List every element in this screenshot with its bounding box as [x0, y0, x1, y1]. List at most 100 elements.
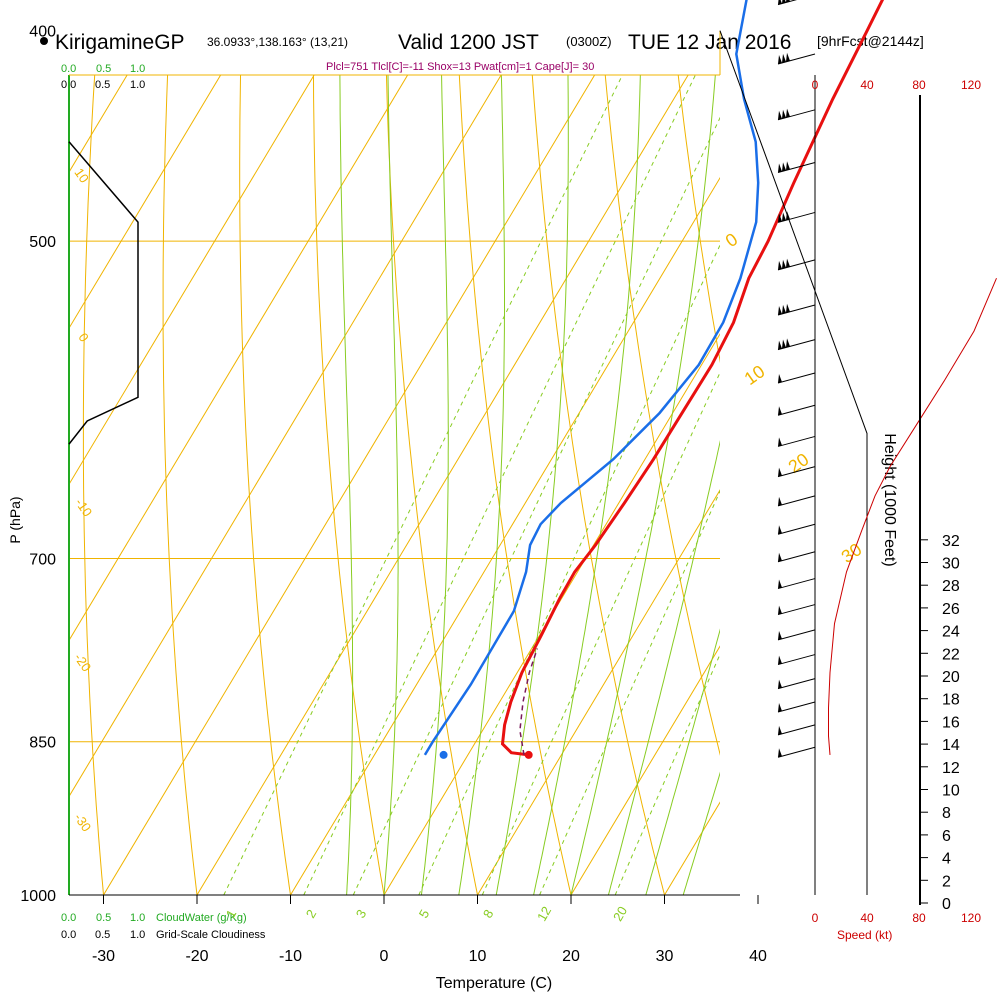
pressure-tick-label: 400 [29, 24, 56, 41]
wind-barb-pennant [786, 52, 790, 62]
wind-barb [777, 678, 816, 690]
dry-adiabat-label: 10 [71, 165, 92, 185]
wind-barb-pennant [778, 496, 782, 506]
mixing-ratio-line [223, 75, 623, 895]
moist-adiabat-line [533, 75, 641, 895]
background-grid [0, 0, 1000, 895]
moist-adiabat-line [607, 439, 720, 895]
dry-adiabat-line [82, 75, 104, 895]
mixing-ratio-line [303, 75, 696, 895]
speed-tick-label-bottom: 0 [812, 911, 819, 925]
dry-adiabat-line [835, 0, 1000, 895]
isotherm-line [69, 75, 315, 486]
moist-adiabat-label: 30 [838, 539, 866, 567]
isotherm-line [383, 333, 720, 895]
temperature-tick-label: -10 [279, 948, 302, 965]
dry-adiabat-label: -30 [71, 810, 94, 834]
valid-date: TUE 12 Jan 2016 [628, 31, 791, 54]
wind-barb-pennant [778, 467, 782, 477]
height-tick-label: 26 [942, 601, 960, 618]
moist-adiabat-label: 0 [722, 229, 742, 251]
mixing-ratio-label: 12 [534, 904, 554, 924]
mixing-ratio-line [539, 490, 720, 895]
temperature-tick-label: 20 [562, 948, 580, 965]
wind-barb-pennant [782, 109, 786, 119]
speed-axis-label: Speed (kt) [837, 928, 892, 942]
cloud-scale-top: 0.0 0.5 1.0 0.0 0.5 1.0 [61, 63, 145, 91]
speed-tick-label-bottom: 40 [860, 911, 874, 925]
wind-barb-pennant [778, 579, 782, 589]
wind-barb [777, 495, 816, 507]
height-tick-label: 30 [942, 556, 960, 573]
dry-adiabat-line [239, 75, 291, 895]
mixing-ratio-label: 8 [480, 907, 497, 921]
mixing-ratio-label: 3 [353, 907, 370, 921]
moist-adiabat-line [570, 75, 716, 895]
wind-barb-pennant [782, 53, 786, 63]
parcel-line [519, 648, 539, 756]
pressure-tick-label: 1000 [20, 888, 56, 905]
wind-barb-pennant [778, 655, 782, 665]
height-tick-label: 28 [942, 578, 960, 595]
cloud-scale-bottom-black-0: 0.0 [61, 929, 76, 941]
wind-barb-staff [777, 604, 816, 616]
cloudiness-line [68, 141, 139, 445]
wind-barb-pennant [782, 0, 786, 4]
height-tick-label: 16 [942, 714, 960, 731]
wind-barb [777, 466, 816, 478]
wind-barb-pennant [782, 259, 786, 269]
wind-barb-pennant [782, 212, 786, 222]
moist-adiabat-line [383, 75, 399, 895]
parcel-params: Plcl=751 Tlcl[C]=-11 Shox=13 Pwat[cm]=1 … [326, 61, 594, 73]
wind-barb-staff [777, 678, 816, 690]
wind-barb-staff [777, 551, 816, 563]
wind-barb-pennant [778, 340, 782, 350]
speed-tick-label-top: 80 [912, 78, 926, 92]
wind-speed-line [828, 278, 997, 755]
isotherm-line [570, 645, 720, 895]
dewpoint-line [423, 0, 760, 756]
wind-barb-pennant [778, 679, 782, 689]
cloud-scale-bottom-green-2: 1.0 [130, 912, 145, 924]
plot-frame [68, 30, 721, 895]
wind-barb-staff [777, 435, 816, 447]
forecast-label: [9hrFcst@2144z] [817, 33, 924, 49]
wind-barb-staff [777, 654, 816, 666]
cloud-scale-top-green-1: 0.5 [96, 63, 111, 75]
wind-barb-pennant [778, 260, 782, 270]
wind-barb-pennant [786, 338, 790, 348]
hodograph-outline [719, 30, 868, 895]
wind-barb-pennant [778, 525, 782, 535]
wind-barb-pennant [778, 552, 782, 562]
height-tick-label: 32 [942, 533, 960, 550]
wind-barb-pennant [778, 213, 782, 223]
speed-tick-label-bottom: 80 [912, 911, 926, 925]
wind-barb-pennant [786, 0, 790, 3]
wind-barb [777, 372, 816, 384]
wind-barb-pennant [778, 163, 782, 173]
wind-barb [777, 52, 816, 65]
height-tick-label: 22 [942, 646, 960, 663]
pressure-tick-label: 850 [29, 735, 56, 752]
isotherm-line [69, 75, 409, 642]
temperature-tick-label: 40 [749, 948, 767, 965]
wind-barb-staff [777, 629, 816, 641]
wind-barb [777, 211, 816, 223]
dry-adiabat-line [0, 0, 17, 895]
wind-barb-staff [777, 746, 816, 758]
pressure-tick-label: 500 [29, 234, 56, 251]
wind-barb [777, 303, 816, 316]
moist-adiabat-label: 20 [785, 449, 813, 477]
wind-barb-pennant [786, 211, 790, 221]
isotherm-line [290, 176, 720, 895]
wind-barb-pennant [778, 406, 782, 416]
isotherm-line [103, 75, 596, 895]
cloud-scale-top-green-2: 1.0 [130, 63, 145, 75]
mixing-ratio-label: 20 [610, 904, 630, 924]
mixing-ratio-label: 5 [416, 907, 433, 921]
height-tick-label: 20 [942, 669, 960, 686]
cloud-scale-bottom-green-1: 0.5 [96, 912, 111, 924]
